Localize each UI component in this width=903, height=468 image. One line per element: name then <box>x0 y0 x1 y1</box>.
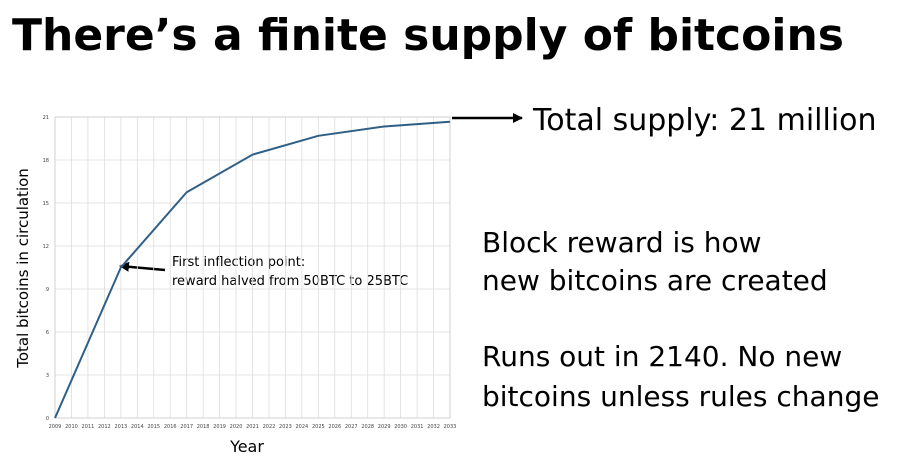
x-tick-label: 2023 <box>279 424 292 430</box>
y-tick-label: 18 <box>43 158 49 164</box>
x-tick-label: 2024 <box>296 424 309 430</box>
x-tick-label: 2032 <box>427 424 440 430</box>
x-axis-label: Year <box>229 437 264 456</box>
data-line <box>54 120 451 419</box>
x-tick-label: 2030 <box>394 424 407 430</box>
x-tick-label: 2021 <box>246 424 259 430</box>
annotation: First inflection point: <box>172 255 305 270</box>
supply-note: Total supply: 21 million <box>532 103 877 138</box>
x-tick-label: 2010 <box>65 424 78 430</box>
x-tick-label: 2019 <box>213 424 226 430</box>
x-tick-label: 2025 <box>312 424 325 430</box>
runout-note: Runs out in 2140. No new <box>482 340 842 373</box>
slide-title: There’s a finite supply of bitcoins <box>12 10 844 61</box>
x-tick-label: 2009 <box>49 424 62 430</box>
x-tick-label: 2016 <box>164 424 177 430</box>
x-tick-label: 2026 <box>328 424 341 430</box>
annotation: reward halved from 50BTC to 25BTC <box>172 274 408 289</box>
y-tick-label: 9 <box>46 287 49 293</box>
x-tick-label: 2027 <box>345 424 358 430</box>
y-axis-label: Total bitcoins in circulation <box>14 168 32 369</box>
x-tick-label: 2014 <box>131 424 144 430</box>
y-tick-label: 0 <box>46 416 49 422</box>
x-tick-label: 2020 <box>230 424 243 430</box>
reward-note: new bitcoins are created <box>482 264 828 297</box>
x-tick-label: 2029 <box>378 424 391 430</box>
y-tick-label: 12 <box>43 244 49 250</box>
y-tick-label: 21 <box>43 115 49 121</box>
x-tick-label: 2011 <box>82 424 95 430</box>
reward-note: Block reward is how <box>482 226 762 259</box>
y-tick-label: 3 <box>46 373 49 379</box>
x-tick-label: 2031 <box>411 424 424 430</box>
x-tick-label: 2017 <box>180 424 193 430</box>
y-tick-label: 6 <box>46 330 49 336</box>
plot-frame <box>54 116 451 419</box>
x-tick-label: 2013 <box>114 424 127 430</box>
x-tick-label: 2012 <box>98 424 111 430</box>
x-tick-label: 2022 <box>263 424 276 430</box>
arrow <box>119 261 166 272</box>
x-tick-label: 2028 <box>361 424 374 430</box>
x-tick-label: 2033 <box>444 424 457 430</box>
x-tick-label: 2015 <box>147 424 160 430</box>
runout-note: bitcoins unless rules change <box>482 380 879 413</box>
y-tick-label: 15 <box>43 201 49 207</box>
plot: 2009 2010 2011 2012 2013 2014 2015 2016 2017 2018… <box>43 115 457 430</box>
x-tick-label: 2018 <box>197 424 210 430</box>
